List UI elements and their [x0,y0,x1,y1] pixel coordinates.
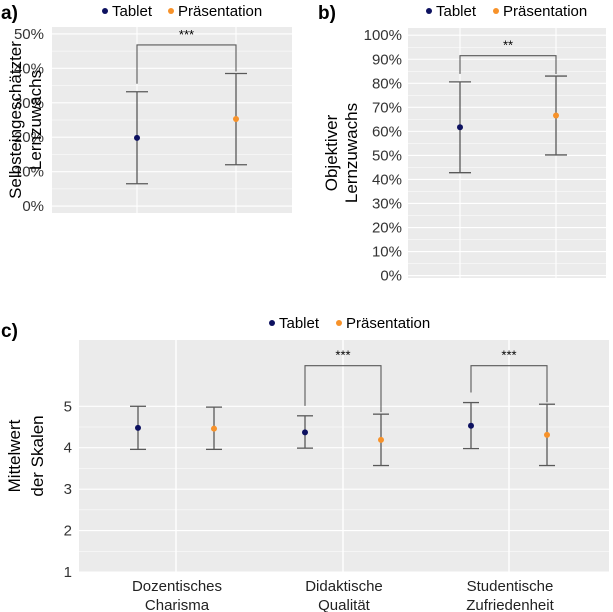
data-point-tablet [134,134,140,141]
data-point-praesentation [544,431,550,438]
panel-b: 0% 10% 20% 30% 40% 50% 60% 70% 80% 90% 100% Objekti… [318,3,606,285]
significance-label: ** [503,38,513,53]
y-tick-label: 40% [372,171,402,188]
legend-marker-tablet [426,8,432,14]
legend-marker-tablet [269,320,275,326]
panel-letter: a) [1,3,18,24]
y-tick-label: 20% [14,129,44,146]
y-axis-label: Objektiver [322,114,341,191]
legend-label: Tablet [279,315,320,332]
panel-letter: c) [1,321,18,342]
x-category-label: Studentische [467,578,554,595]
y-tick-label: 0% [380,268,402,285]
data-point-praesentation [233,115,239,122]
significance-bracket [470,365,548,403]
data-point-praesentation [553,112,559,119]
significance-bracket [136,44,237,84]
legend-label: Präsentation [346,315,430,332]
x-category-label: Didaktische [305,578,383,595]
y-tick-label: 2 [64,523,72,540]
plot-background [79,340,609,572]
y-axis-label: Mittelwert [5,419,24,492]
y-axis-label: der Skalen [28,415,47,496]
y-tick-label: 5 [64,398,72,415]
y-tick-label: 20% [372,220,402,237]
y-tick-label: 30% [372,195,402,212]
legend-label: Präsentation [503,3,587,20]
legend-label: Tablet [112,3,153,20]
legend-marker-tablet [102,8,108,14]
data-point-tablet [135,424,141,431]
y-tick-label: 60% [372,123,402,140]
data-point-tablet [457,124,463,131]
y-axis-label: Selbsteingeschätzter [6,41,25,199]
legend-label: Präsentation [178,3,262,20]
data-point-tablet [468,422,474,429]
significance-label: *** [179,27,194,42]
y-tick-label: 80% [372,75,402,92]
y-tick-label: 4 [64,440,72,457]
data-point-praesentation [378,436,384,443]
y-tick-label: 10% [372,244,402,261]
y-axis-label: Lernzuwachs [26,70,45,170]
y-tick-label: 1 [64,564,72,581]
significance-bracket [459,55,557,75]
y-tick-label: 30% [14,95,44,112]
significance-label: *** [335,348,350,363]
legend-marker-praesentation [168,8,174,14]
legend-label: Tablet [436,3,477,20]
legend-marker-praesentation [493,8,499,14]
y-tick-label: 40% [14,60,44,77]
y-axis-label: Lernzuwachs [342,103,361,203]
panel-c: 1 2 3 4 5 Mittelwert der Skalen c) Tablet Präsent… [1,315,609,612]
x-category-label: Charisma [145,597,210,612]
y-tick-label: 50% [14,26,44,43]
y-tick-label: 90% [372,51,402,68]
panel-letter: b) [318,3,336,24]
x-category-label: Dozentisches [132,578,222,595]
y-tick-label: 100% [364,27,402,44]
x-category-label: Qualität [318,597,371,612]
panel-a: 0% 10% 20% 30% 40% 50%Selbsteingeschätzter Ler… [1,3,292,215]
data-point-tablet [302,429,308,436]
y-tick-label: 3 [64,481,72,498]
significance-bracket [304,365,382,413]
y-tick-label: 70% [372,99,402,116]
plot-background [408,28,606,278]
data-point-praesentation [211,425,217,432]
x-category-label: Zufriedenheit [466,597,554,612]
significance-label: *** [501,348,516,363]
y-tick-label: 0% [22,198,44,215]
y-tick-label: 10% [14,164,44,181]
legend-marker-praesentation [336,320,342,326]
y-tick-label: 50% [372,147,402,164]
